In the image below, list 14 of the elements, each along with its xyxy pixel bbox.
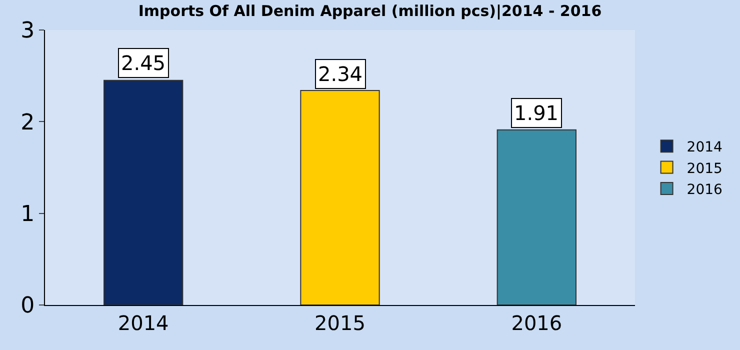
- x-tick-label: 2015: [314, 311, 366, 335]
- x-tick-label: 2014: [118, 311, 169, 335]
- y-tick-label: 3: [20, 18, 35, 44]
- y-tick-label: 0: [20, 294, 35, 319]
- x-tick-label: 2016: [511, 311, 562, 335]
- data-label: 1.91: [514, 101, 559, 125]
- data-label: 2.34: [318, 62, 363, 86]
- chart-title: Imports Of All Denim Apparel (million pcs)|2014 - 2016: [138, 2, 602, 20]
- y-tick-label: 2: [20, 110, 35, 136]
- legend-label: 2014: [686, 140, 723, 156]
- data-label: 2.45: [121, 51, 166, 75]
- legend-label: 2016: [686, 182, 723, 198]
- legend-label: 2015: [686, 160, 722, 177]
- y-tick-label: 1: [20, 202, 35, 228]
